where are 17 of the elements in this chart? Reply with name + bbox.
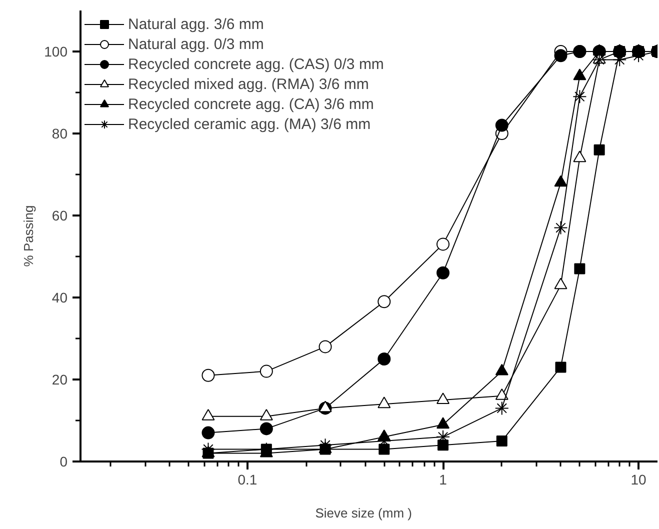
- y-tick-label: 100: [44, 44, 68, 60]
- legend-label: Recycled ceramic agg. (MA) 3/6 mm: [128, 116, 371, 132]
- legend-label: Recycled concrete agg. (CA) 3/6 mm: [128, 96, 374, 112]
- y-tick-label: 60: [52, 208, 68, 224]
- y-tick-label: 0: [60, 454, 68, 470]
- x-tick-label: 10: [630, 472, 647, 488]
- y-tick-label: 20: [52, 372, 68, 388]
- x-tick-label: 1: [439, 472, 448, 488]
- y-tick-label: 40: [52, 290, 68, 306]
- y-axis-title: % Passing: [21, 205, 36, 267]
- legend-label: Natural agg. 3/6 mm: [128, 16, 264, 32]
- x-tick-label: 0.1: [238, 472, 258, 488]
- legend-label: Recycled concrete agg. (CAS) 0/3 mm: [128, 56, 384, 72]
- y-tick-label: 80: [52, 126, 68, 142]
- legend-label: Natural agg. 0/3 mm: [128, 36, 264, 52]
- legend-label: Recycled mixed agg. (RMA) 3/6 mm: [128, 76, 369, 92]
- x-axis-title: Sieve size (mm ): [315, 506, 412, 520]
